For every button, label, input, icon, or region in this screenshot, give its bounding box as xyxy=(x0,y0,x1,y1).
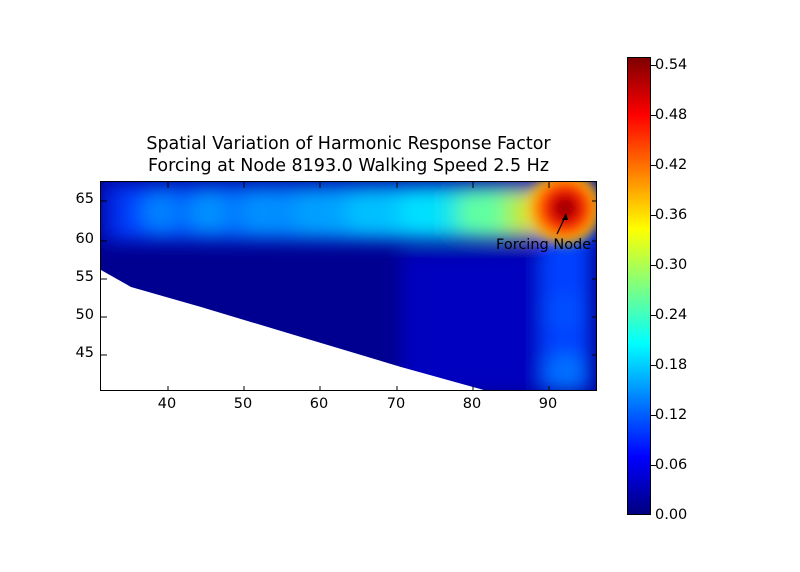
title-line-1: Spatial Variation of Harmonic Response F… xyxy=(146,134,551,154)
colorbar-tick xyxy=(651,365,656,366)
y-tick-label: 50 xyxy=(75,307,94,323)
colorbar-tick xyxy=(651,265,656,266)
tick-marks xyxy=(101,182,596,390)
colorbar-label: 0.24 xyxy=(655,307,688,323)
x-tick-label: 60 xyxy=(309,396,329,412)
colorbar-label: 0.54 xyxy=(655,57,688,73)
forcing-node-annotation: Forcing Node xyxy=(496,237,592,253)
x-tick-label: 70 xyxy=(386,396,406,412)
heatmap-image xyxy=(101,182,596,390)
x-tick-label: 50 xyxy=(233,396,253,412)
colorbar-tick xyxy=(651,315,656,316)
colorbar-tick xyxy=(651,215,656,216)
y-tick-label: 60 xyxy=(75,231,94,247)
annotation-arrow xyxy=(556,213,568,235)
colorbar-label: 0.48 xyxy=(655,107,688,123)
y-tick-label: 55 xyxy=(75,269,94,285)
chart-title: Spatial Variation of Harmonic Response F… xyxy=(100,133,597,177)
colorbar-label: 0.36 xyxy=(655,207,688,223)
x-tick-label: 90 xyxy=(538,396,558,412)
colorbar-label: 0.06 xyxy=(655,457,688,473)
y-tick-label: 45 xyxy=(75,345,94,361)
colorbar-tick xyxy=(651,65,656,66)
colorbar-label: 0.18 xyxy=(655,357,688,373)
colorbar-label: 0.12 xyxy=(655,407,688,423)
colorbar-tick xyxy=(651,415,656,416)
colorbar xyxy=(627,57,651,515)
heatmap-plot-area xyxy=(100,181,597,391)
colorbar-tick xyxy=(651,465,656,466)
colorbar-label: 0.00 xyxy=(655,507,688,523)
colorbar-tick xyxy=(651,115,656,116)
colorbar-label: 0.42 xyxy=(655,157,688,173)
title-line-2: Forcing at Node 8193.0 Walking Speed 2.5… xyxy=(147,156,550,176)
colorbar-tick xyxy=(651,165,656,166)
colorbar-label: 0.30 xyxy=(655,257,688,273)
x-tick-label: 40 xyxy=(157,396,177,412)
x-tick-label: 80 xyxy=(462,396,482,412)
y-tick-label: 65 xyxy=(75,191,94,207)
